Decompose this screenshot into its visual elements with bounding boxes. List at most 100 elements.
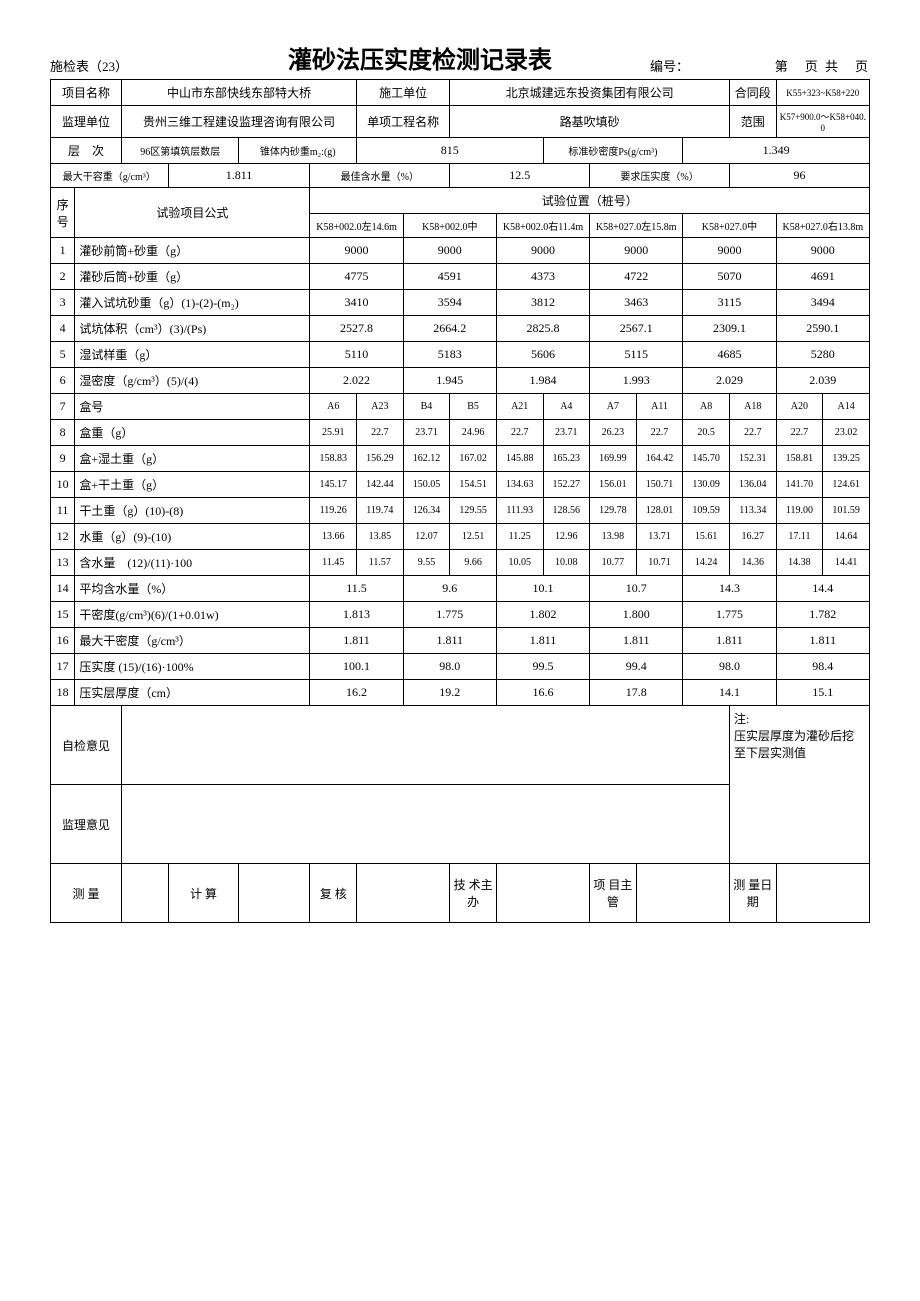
row-label: 盒+湿土重（g）: [75, 446, 310, 472]
row-label: 水重（g）(9)-(10): [75, 524, 310, 550]
main-title: 灌砂法压实度检测记录表: [190, 40, 650, 75]
inspection-form: 施检表（23） 灌砂法压实度检测记录表 编号： 第 页 共 页 项目名称 中山市…: [50, 40, 870, 923]
sig-calc: [239, 864, 310, 923]
note-text: 压实层厚度为灌砂后挖至下层实测值: [734, 729, 854, 760]
data-cell: 134.63: [496, 472, 543, 498]
data-cell: A21: [496, 394, 543, 420]
row-label: 最大干密度（g/cm³）: [75, 628, 310, 654]
seq-label: 序号: [51, 188, 75, 238]
data-cell: 9.66: [450, 550, 497, 576]
data-cell: 1.811: [403, 628, 496, 654]
page-info: 第 页 共 页: [710, 56, 870, 75]
row-number: 4: [51, 316, 75, 342]
supervisor: 贵州三维工程建设监理咨询有限公司: [121, 106, 356, 138]
data-cell: 4685: [683, 342, 776, 368]
data-cell: 3494: [776, 290, 869, 316]
data-cell: 119.00: [776, 498, 823, 524]
data-cell: 145.17: [310, 472, 357, 498]
data-cell: 2.029: [683, 368, 776, 394]
self-check-content: [121, 706, 729, 785]
data-cell: 17.8: [590, 680, 683, 706]
data-cell: 124.61: [823, 472, 870, 498]
data-cell: 1.945: [403, 368, 496, 394]
pos-1: K58+002.0中: [403, 214, 496, 238]
data-cell: A8: [683, 394, 730, 420]
table-row: 9盒+湿土重（g）158.83156.29162.12167.02145.881…: [51, 446, 870, 472]
data-cell: 22.7: [729, 420, 776, 446]
data-cell: 141.70: [776, 472, 823, 498]
data-cell: A14: [823, 394, 870, 420]
sig-pm-label: 项 目主 管: [590, 864, 637, 923]
sig-measure-label: 测 量: [51, 864, 122, 923]
row-number: 7: [51, 394, 75, 420]
data-cell: 15.1: [776, 680, 869, 706]
row-number: 1: [51, 238, 75, 264]
data-cell: 1.811: [496, 628, 589, 654]
data-cell: 9000: [683, 238, 776, 264]
data-cell: A4: [543, 394, 590, 420]
data-cell: 5115: [590, 342, 683, 368]
data-cell: 14.3: [683, 576, 776, 602]
data-cell: 9.6: [403, 576, 496, 602]
pos-5: K58+027.0右13.8m: [776, 214, 869, 238]
data-cell: 101.59: [823, 498, 870, 524]
data-cell: 1.811: [776, 628, 869, 654]
contract: K55+323~K58+220: [776, 80, 869, 106]
data-cell: 1.800: [590, 602, 683, 628]
data-cell: 22.7: [496, 420, 543, 446]
data-cell: 12.96: [543, 524, 590, 550]
pos-2: K58+002.0右11.4m: [496, 214, 589, 238]
std-density-label: 标准砂密度Ps(g/cm³): [543, 138, 683, 164]
data-cell: 1.813: [310, 602, 403, 628]
data-cell: 98.4: [776, 654, 869, 680]
data-cell: 14.1: [683, 680, 776, 706]
sig-pm: [636, 864, 729, 923]
data-cell: 16.27: [729, 524, 776, 550]
data-cell: 152.27: [543, 472, 590, 498]
row-number: 15: [51, 602, 75, 628]
max-dry-label: 最大干容重（g/cm³）: [51, 164, 169, 188]
data-cell: 13.71: [636, 524, 683, 550]
note-cell: 注: 压实层厚度为灌砂后挖至下层实测值: [729, 706, 869, 864]
range: K57+900.0～K58+040.0: [776, 106, 869, 138]
sig-date: [776, 864, 869, 923]
data-cell: 142.44: [357, 472, 404, 498]
data-cell: 158.81: [776, 446, 823, 472]
data-header-1: 序号 试验项目公式 试验位置（桩号）: [51, 188, 870, 214]
data-cell: 12.51: [450, 524, 497, 550]
data-cell: 11.5: [310, 576, 403, 602]
data-cell: 4775: [310, 264, 403, 290]
data-cell: 10.7: [590, 576, 683, 602]
table-row: 8盒重（g）25.9122.723.7124.9622.723.7126.232…: [51, 420, 870, 446]
data-cell: 9000: [310, 238, 403, 264]
sub-project: 路基吹填砂: [450, 106, 730, 138]
data-cell: A7: [590, 394, 637, 420]
data-cell: 126.34: [403, 498, 450, 524]
table-row: 3灌入试坑砂重（g）(1)-(2)-(m₂)341035943812346331…: [51, 290, 870, 316]
data-cell: A20: [776, 394, 823, 420]
table-row: 11干土重（g）(10)-(8)119.26119.74126.34129.55…: [51, 498, 870, 524]
data-cell: 2.022: [310, 368, 403, 394]
data-cell: 2664.2: [403, 316, 496, 342]
row-number: 18: [51, 680, 75, 706]
layer-label: 层 次: [51, 138, 122, 164]
pos-0: K58+002.0左14.6m: [310, 214, 403, 238]
data-cell: 129.78: [590, 498, 637, 524]
data-cell: 22.7: [636, 420, 683, 446]
data-cell: 5070: [683, 264, 776, 290]
data-cell: 14.36: [729, 550, 776, 576]
self-check-label: 自检意见: [51, 706, 122, 785]
row-label: 湿密度（g/cm³）(5)/(4): [75, 368, 310, 394]
data-cell: 5280: [776, 342, 869, 368]
data-cell: 3463: [590, 290, 683, 316]
data-cell: 162.12: [403, 446, 450, 472]
table-row: 10盒+干土重（g）145.17142.44150.05154.51134.63…: [51, 472, 870, 498]
note-label: 注:: [734, 712, 749, 726]
table-row: 2灌砂后筒+砂重（g）477545914373472250704691: [51, 264, 870, 290]
data-cell: 1.775: [683, 602, 776, 628]
data-cell: 5183: [403, 342, 496, 368]
data-cell: 5110: [310, 342, 403, 368]
data-cell: 13.66: [310, 524, 357, 550]
data-cell: 1.811: [590, 628, 683, 654]
data-cell: 13.98: [590, 524, 637, 550]
